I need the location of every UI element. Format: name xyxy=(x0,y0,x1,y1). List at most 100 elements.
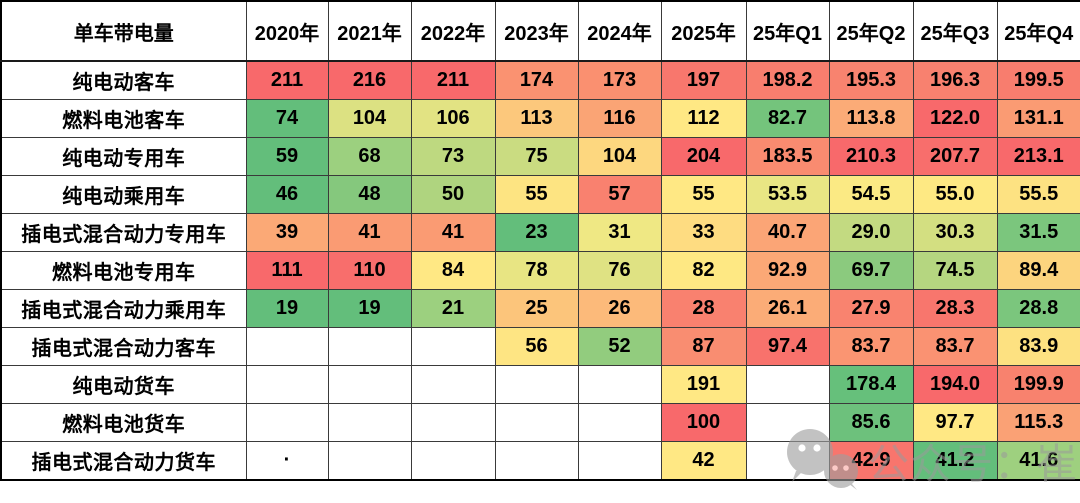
value-cell: 198.2 xyxy=(745,60,830,100)
row-label: 纯电动货车 xyxy=(0,365,247,404)
value-cell xyxy=(327,365,412,404)
table-row: 燃料电池货车 100 85.6 97.7 115.3 xyxy=(0,403,1080,442)
value-cell: 76 xyxy=(577,251,662,290)
value-cell: 115.3 xyxy=(996,403,1080,442)
value-cell xyxy=(494,365,579,404)
value-cell: 84 xyxy=(410,251,496,290)
value-cell: 28.3 xyxy=(912,289,998,328)
value-cell: 52 xyxy=(577,327,662,366)
value-cell: 74.5 xyxy=(912,251,998,290)
value-cell: 100 xyxy=(660,403,747,442)
value-cell: 83.7 xyxy=(912,327,998,366)
row-label: 燃料电池专用车 xyxy=(0,251,247,290)
table-row: 插电式混合动力乘用车 19 19 21 25 26 28 26.1 27.9 28.3 28.8 xyxy=(0,289,1080,328)
value-cell: 112 xyxy=(660,99,747,138)
value-cell xyxy=(745,365,830,404)
value-cell: 194.0 xyxy=(912,365,998,404)
value-cell: 46 xyxy=(245,175,329,214)
value-cell: 89.4 xyxy=(996,251,1080,290)
row-label: 纯电动乘用车 xyxy=(0,175,247,214)
value-cell: 82.7 xyxy=(745,99,830,138)
value-cell: 83.9 xyxy=(996,327,1080,366)
value-cell: 73 xyxy=(410,137,496,176)
value-cell: · xyxy=(245,441,329,481)
value-cell: 30.3 xyxy=(912,213,998,252)
column-header: 25年Q2 xyxy=(828,0,914,62)
value-cell: 21 xyxy=(410,289,496,328)
table-row: 燃料电池客车 74 104 106 113 116 112 82.7 113.8 122.0 131… xyxy=(0,99,1080,138)
value-cell xyxy=(410,365,496,404)
row-label: 插电式混合动力乘用车 xyxy=(0,289,247,328)
value-cell: 31 xyxy=(577,213,662,252)
value-cell: 211 xyxy=(410,60,496,100)
value-cell: 196.3 xyxy=(912,60,998,100)
value-cell: 41.2 xyxy=(912,441,998,481)
value-cell xyxy=(245,327,329,366)
value-cell xyxy=(577,441,662,481)
value-cell: 41.6 xyxy=(996,441,1080,481)
value-cell: 41 xyxy=(410,213,496,252)
value-cell: 40.7 xyxy=(745,213,830,252)
value-cell: 106 xyxy=(410,99,496,138)
value-cell: 68 xyxy=(327,137,412,176)
value-cell: 92.9 xyxy=(745,251,830,290)
value-cell: 50 xyxy=(410,175,496,214)
value-cell: 87 xyxy=(660,327,747,366)
value-cell xyxy=(577,365,662,404)
value-cell xyxy=(245,403,329,442)
value-cell: 173 xyxy=(577,60,662,100)
row-label: 燃料电池客车 xyxy=(0,99,247,138)
column-header: 2020年 xyxy=(245,0,329,62)
value-cell: 29.0 xyxy=(828,213,914,252)
value-cell: 116 xyxy=(577,99,662,138)
column-header: 2024年 xyxy=(577,0,662,62)
value-cell: 19 xyxy=(327,289,412,328)
value-cell: 55.5 xyxy=(996,175,1080,214)
value-cell: 48 xyxy=(327,175,412,214)
value-cell: 41 xyxy=(327,213,412,252)
table-row: 燃料电池专用车 111 110 84 78 76 82 92.9 69.7 74.5 89.4 xyxy=(0,251,1080,290)
value-cell: 42.9 xyxy=(828,441,914,481)
value-cell xyxy=(494,441,579,481)
value-cell: 197 xyxy=(660,60,747,100)
value-cell: 25 xyxy=(494,289,579,328)
value-cell: 97.7 xyxy=(912,403,998,442)
value-cell xyxy=(410,441,496,481)
value-cell: 28 xyxy=(660,289,747,328)
value-cell: 56 xyxy=(494,327,579,366)
column-header: 25年Q3 xyxy=(912,0,998,62)
value-cell xyxy=(327,403,412,442)
column-header: 2025年 xyxy=(660,0,747,62)
value-cell: 55 xyxy=(494,175,579,214)
row-label: 插电式混合动力客车 xyxy=(0,327,247,366)
column-header: 25年Q4 xyxy=(996,0,1080,62)
value-cell: 110 xyxy=(327,251,412,290)
value-cell: 191 xyxy=(660,365,747,404)
row-label: 插电式混合动力专用车 xyxy=(0,213,247,252)
table-row: 插电式混合动力客车 56 52 87 97.4 83.7 83.7 83.9 xyxy=(0,327,1080,366)
value-cell: 216 xyxy=(327,60,412,100)
value-cell xyxy=(327,327,412,366)
value-cell: 104 xyxy=(327,99,412,138)
value-cell xyxy=(494,403,579,442)
table-row: 纯电动货车 191 178.4 194.0 199.9 xyxy=(0,365,1080,404)
column-header: 2022年 xyxy=(410,0,496,62)
table-title: 单车带电量 xyxy=(0,0,247,62)
table-row: 纯电动专用车 59 68 73 75 104 204 183.5 210.3 207.7 213.1 xyxy=(0,137,1080,176)
value-cell: 199.5 xyxy=(996,60,1080,100)
value-cell: 42 xyxy=(660,441,747,481)
value-cell: 195.3 xyxy=(828,60,914,100)
value-cell: 53.5 xyxy=(745,175,830,214)
value-cell: 74 xyxy=(245,99,329,138)
value-cell: 211 xyxy=(245,60,329,100)
value-cell: 59 xyxy=(245,137,329,176)
table-row: 纯电动乘用车 46 48 50 55 57 55 53.5 54.5 55.0 55.5 xyxy=(0,175,1080,214)
value-cell: 131.1 xyxy=(996,99,1080,138)
value-cell: 31.5 xyxy=(996,213,1080,252)
value-cell: 213.1 xyxy=(996,137,1080,176)
value-cell: 28.8 xyxy=(996,289,1080,328)
value-cell: 85.6 xyxy=(828,403,914,442)
value-cell: 27.9 xyxy=(828,289,914,328)
value-cell: 55.0 xyxy=(912,175,998,214)
value-cell: 111 xyxy=(245,251,329,290)
